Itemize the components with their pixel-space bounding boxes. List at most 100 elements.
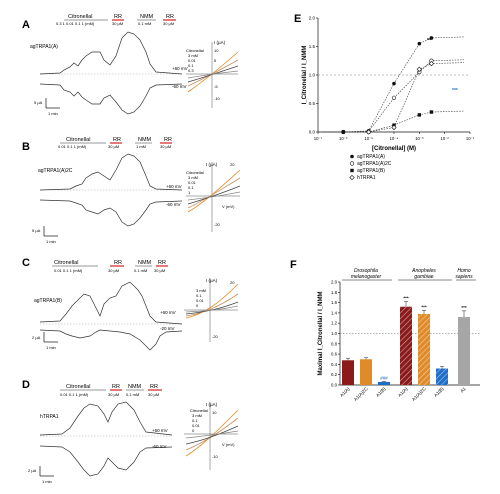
holding-voltage-pos: +60 mV	[172, 66, 188, 71]
y-tick-label: 0.0	[309, 130, 316, 135]
iv-tick-0: 10	[214, 48, 219, 53]
rr-conc: 30 μM	[112, 21, 123, 26]
bar-hatch	[418, 313, 430, 385]
dose-labels: 0.01 0.1 1 (mM)	[60, 392, 89, 397]
y-tick-label: 1.2	[331, 321, 338, 326]
significance-label: ***	[421, 304, 427, 309]
max-response-bar-chart: 0.0 0.2 0.4 0.6 0.8 1.0 1.2 1.4 1.6 1.8 2.0 Maximal…	[318, 268, 480, 402]
rr-label: RR	[112, 384, 120, 390]
x-tick-label: 10⁻⁵	[364, 136, 373, 141]
y-tick-label: 1.4	[331, 310, 338, 315]
iv-legend-0: Citronellal	[186, 170, 204, 175]
iv-legend-4: 1	[188, 190, 191, 195]
significance-label: ###	[380, 375, 388, 380]
iv-inset: I (μA) Citronellal 3 mM 0.01 0.1 0.3 10 …	[186, 40, 239, 108]
iv-tick-1: -10	[212, 454, 219, 459]
channel-label: agTRPA1(B)	[34, 298, 62, 304]
group-label: gambiae	[414, 274, 433, 280]
iv-legend-1: 3 mM	[192, 413, 202, 418]
fit-curve	[322, 62, 465, 133]
nmm-conc: 1 mM	[136, 144, 146, 149]
current-trace-negative	[39, 445, 173, 477]
rr2-label: RR	[164, 137, 172, 143]
y-tick-label: 1.0	[331, 331, 338, 336]
iv-legend-1: 0.1	[196, 293, 202, 298]
iv-legend-1: 3 mM	[188, 53, 198, 58]
x-tick-label: A1	[459, 386, 467, 394]
panel-letter-c: C	[22, 257, 30, 269]
rr2-label: RR	[158, 260, 166, 266]
x-tick-label: 10⁻¹	[466, 136, 475, 141]
iv-tick-2: -5	[214, 84, 218, 89]
data-point	[391, 124, 397, 131]
panel-b: B Citronellal 0.01 0.1 1 (mM) RR 30 μM N…	[22, 137, 241, 244]
scale-bar-current: 5 μA	[32, 228, 41, 233]
channel-label: agTRPA1(A)	[30, 44, 58, 50]
significance-label: ***	[403, 296, 409, 301]
rr-conc: 30 μM	[108, 268, 119, 273]
y-tick-label: 0.4	[331, 362, 338, 367]
significance-label: ***	[452, 88, 458, 94]
y-tick-label: 0.5	[309, 101, 316, 106]
iv-title: I (μA)	[206, 402, 218, 407]
data-point	[429, 36, 434, 40]
iv-legend-1: 3 mM	[188, 175, 198, 180]
rr2-conc: 30 μM	[154, 268, 165, 273]
iv-legend-4: 0	[192, 428, 195, 433]
fit-curve	[322, 59, 465, 133]
dose-labels: 0.01 0.1 1 (mM)	[58, 144, 87, 149]
x-tick-label: A1(A)2C	[353, 386, 369, 402]
nmm-label: NMM	[138, 137, 152, 143]
iv-tick-3: -10	[214, 96, 221, 101]
legend-marker	[350, 154, 354, 159]
data-point	[417, 41, 422, 46]
significance-label: **	[427, 38, 431, 44]
x-tick-label: 10⁻⁶	[339, 136, 348, 141]
scale-bar-current: 2 μA	[28, 468, 37, 473]
data-point	[366, 129, 372, 135]
scale-bar-time: 1 min	[46, 345, 56, 350]
legend-label: agTRPA1(A)	[357, 154, 385, 160]
x-tick-label: A1(A)2C	[411, 386, 427, 402]
holding-voltage-neg: -20 mV	[160, 326, 175, 331]
scale-bar-time: 1 min	[42, 479, 52, 484]
nmm-label: NMM	[140, 14, 154, 20]
data-point	[416, 66, 422, 72]
panel-letter-d: D	[22, 379, 30, 391]
holding-voltage-neg: -60 mV	[152, 444, 167, 449]
legend-marker	[349, 174, 355, 181]
scale-bar-time: 1 min	[48, 111, 58, 116]
group-label: Anopheles	[411, 268, 436, 274]
rr2-label: RR	[150, 384, 158, 390]
panel-c: C Citronellal 0.01 0.1 1 (mM) RR 30 μM N…	[22, 257, 239, 351]
iv-tick-0: 20	[230, 162, 235, 167]
iv-inset: I (μA) Citronellal 3 mM 0.1 0.01 0 10 -1…	[184, 402, 239, 470]
y-axis-label: Maximal I_Citronellal / I_NMM	[318, 291, 324, 375]
drug-label: Citronellal	[66, 384, 90, 390]
scale-bar-current: 2 μA	[32, 335, 41, 340]
x-tick-label: A1(B)	[433, 386, 445, 398]
drug-label: Citronellal	[68, 14, 92, 20]
iv-legend-0: 3 mM	[196, 288, 206, 293]
y-tick-label: 0.2	[331, 372, 338, 377]
data-point	[392, 81, 396, 86]
nmm-conc: 0.1 mM	[126, 392, 139, 397]
data-point	[417, 113, 422, 117]
y-tick-label: 2.0	[331, 280, 338, 285]
holding-voltage-neg: -60 mV	[166, 202, 181, 207]
iv-inset: I (μA) 3 mM 0.1 0.01 0 20 -20	[184, 278, 239, 342]
channel-label: agTRPA1(A)2C	[38, 168, 73, 174]
y-tick-label: 2.0	[309, 16, 316, 21]
legend-label: hTRPA1	[357, 175, 376, 181]
group-label: Homo	[457, 268, 471, 274]
current-trace-negative	[39, 83, 183, 115]
y-tick-label: 1.8	[331, 290, 338, 295]
iv-tick-1: 5	[214, 58, 217, 63]
iv-title: I (μA)	[206, 278, 218, 283]
panel-f: F 0.0 0.2 0.4 0.6 0.8 1.0 1.2 1.4 1.6 1.8 2.0 Maxim…	[290, 259, 480, 402]
current-trace-positive	[39, 153, 183, 191]
iv-legend-2: 0.1	[192, 418, 198, 423]
legend-marker	[349, 161, 355, 166]
iv-legend-0: Citronellal	[190, 408, 208, 413]
data-point	[428, 60, 435, 67]
